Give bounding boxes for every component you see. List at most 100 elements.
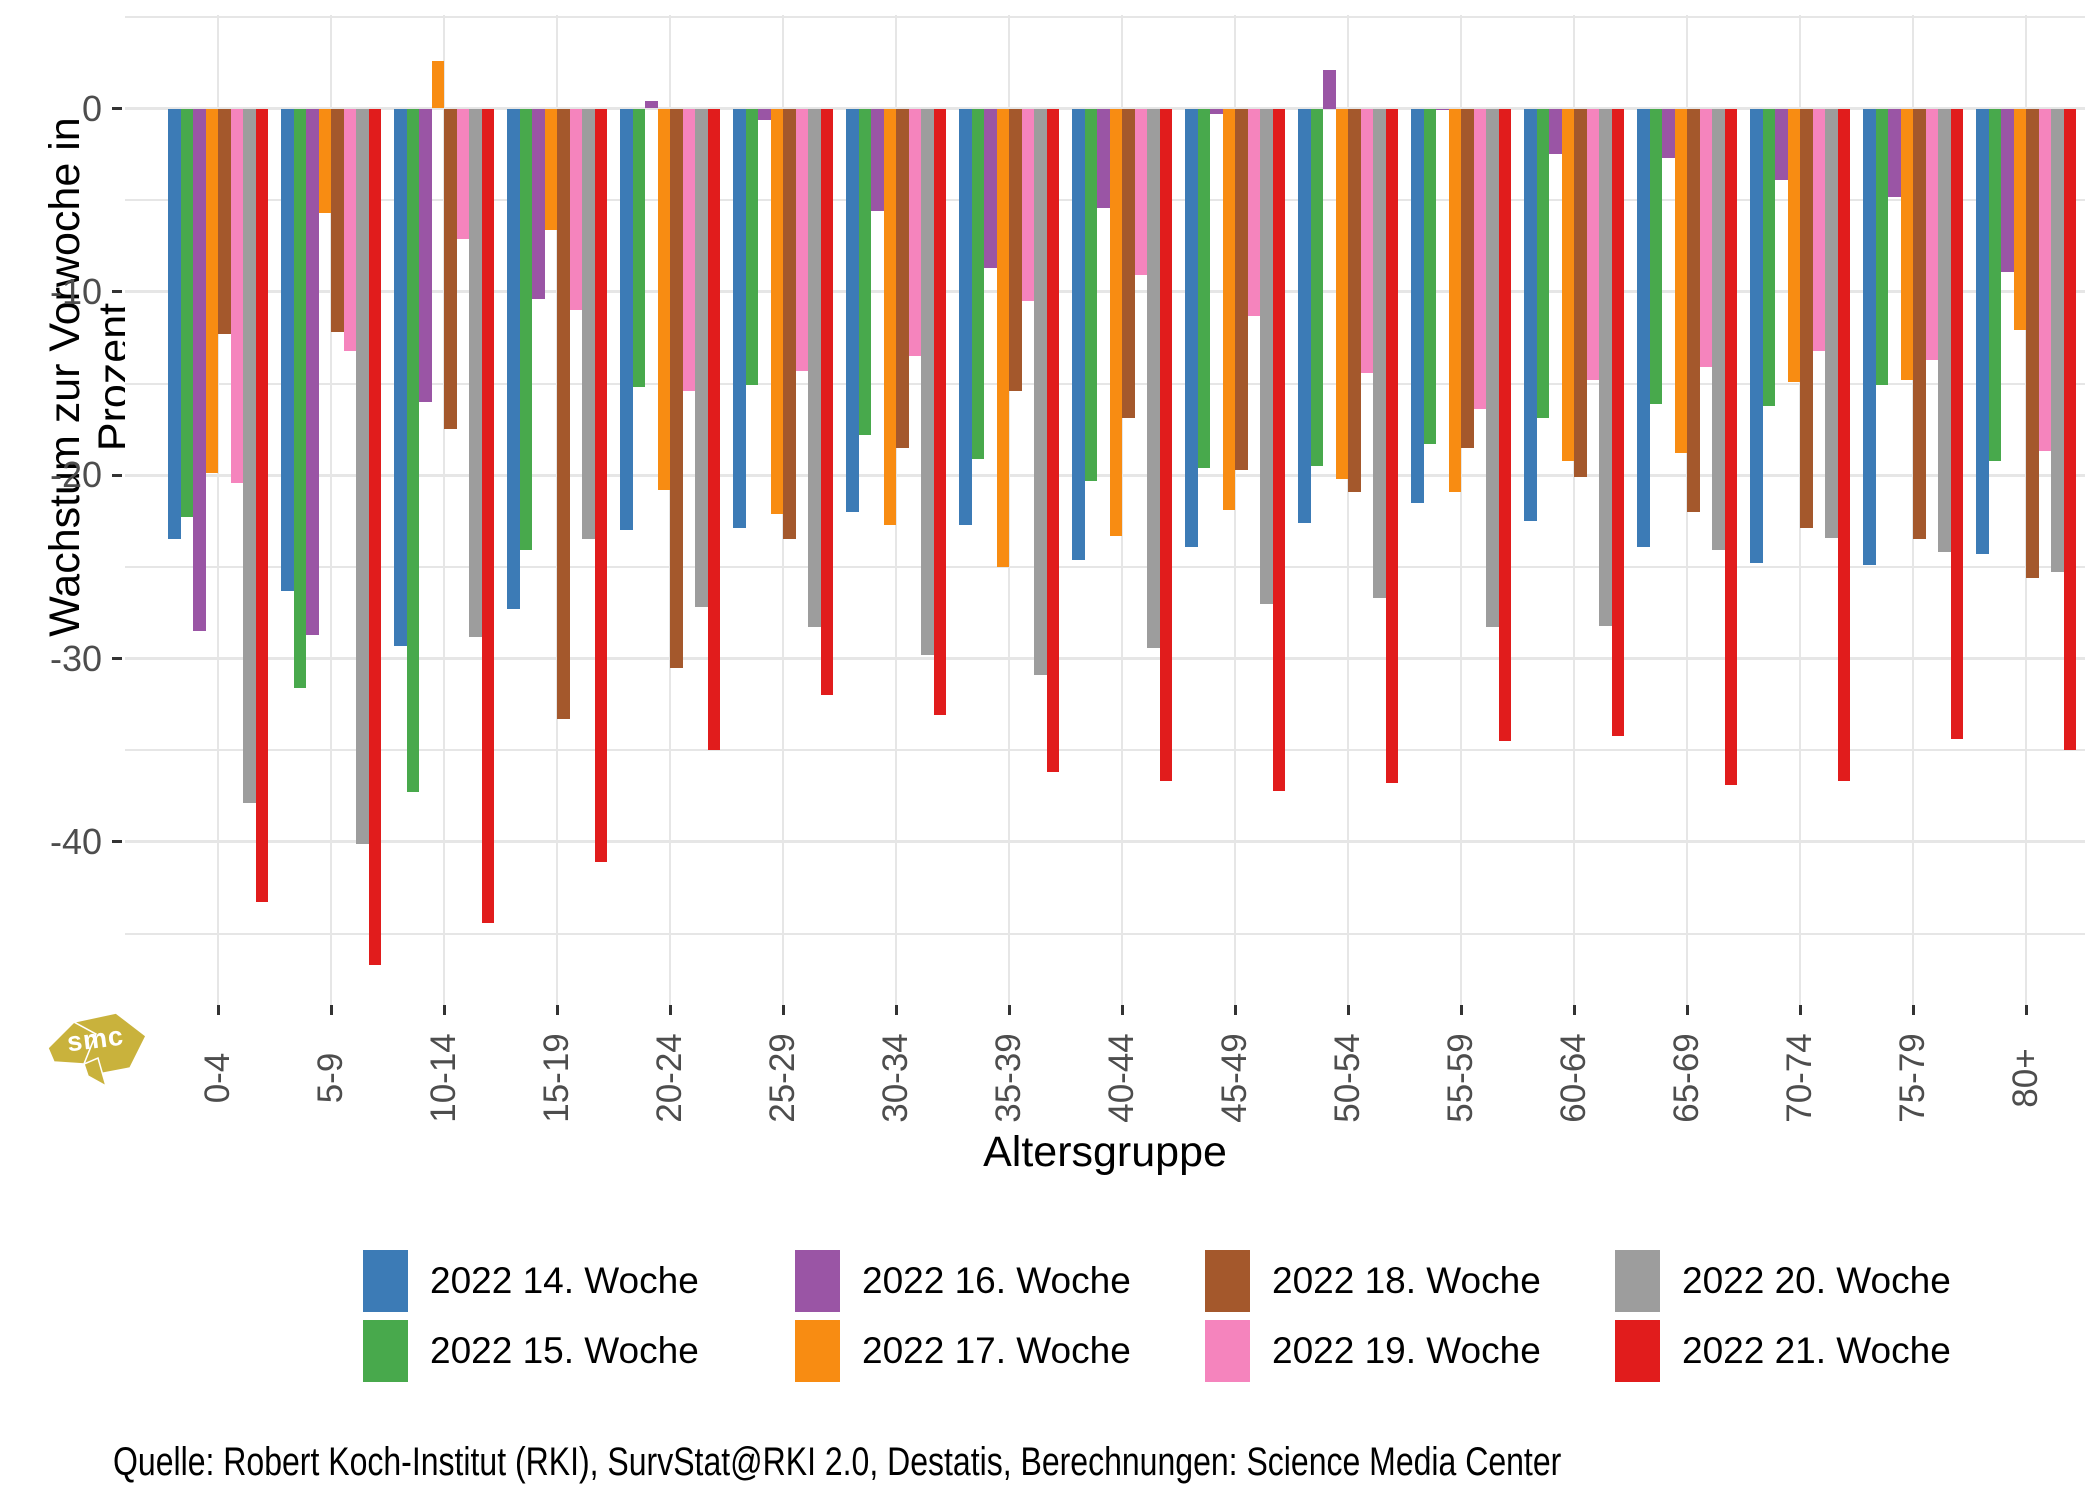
bar-15-19-2022-16.-Woche xyxy=(532,108,545,300)
bar-40-44-2022-18.-Woche xyxy=(1122,108,1135,419)
gridline-h xyxy=(125,565,2085,568)
bar-40-44-2022-14.-Woche xyxy=(1072,108,1085,560)
gridline-v xyxy=(443,15,445,1005)
y-tick-label: -30 xyxy=(49,637,102,679)
bar-40-44-2022-20.-Woche xyxy=(1147,108,1160,648)
bar-55-59-2022-17.-Woche xyxy=(1448,108,1461,492)
gridline-v xyxy=(1573,15,1575,1005)
bar-0-4-2022-19.-Woche xyxy=(230,108,243,483)
legend-swatch xyxy=(1615,1250,1660,1312)
gridline-v xyxy=(1347,15,1349,1005)
bar-50-54-2022-21.-Woche xyxy=(1385,108,1398,784)
bar-65-69-2022-20.-Woche xyxy=(1712,108,1725,551)
bar-70-74-2022-18.-Woche xyxy=(1800,108,1813,529)
y-tick-label: -10 xyxy=(49,270,102,312)
bar-20-24-2022-16.-Woche xyxy=(645,101,658,109)
bar-55-59-2022-21.-Woche xyxy=(1498,108,1511,741)
x-tick-label-25-29: 25-29 xyxy=(763,1033,802,1123)
bar-35-39-2022-14.-Woche xyxy=(959,108,972,525)
bar-0-4-2022-16.-Woche xyxy=(193,108,206,631)
bar-5-9-2022-15.-Woche xyxy=(293,108,306,688)
bar-70-74-2022-20.-Woche xyxy=(1825,108,1838,538)
bar-70-74-2022-17.-Woche xyxy=(1787,108,1800,382)
gridline-v xyxy=(1234,15,1236,1005)
x-tick-label-15-19: 15-19 xyxy=(537,1033,576,1123)
legend-item-2022-18.-Woche: 2022 18. Woche xyxy=(1205,1250,1541,1312)
bar-75-79-2022-17.-Woche xyxy=(1900,108,1913,380)
y-tick-mark xyxy=(112,473,122,477)
bar-60-64-2022-17.-Woche xyxy=(1561,108,1574,461)
bar-60-64-2022-16.-Woche xyxy=(1549,108,1562,155)
bar-75-79-2022-15.-Woche xyxy=(1875,108,1888,386)
legend-item-2022-14.-Woche: 2022 14. Woche xyxy=(363,1250,699,1312)
bar-45-49-2022-15.-Woche xyxy=(1197,108,1210,468)
bar-10-14-2022-17.-Woche xyxy=(431,60,444,109)
x-axis-title: Altersgruppe xyxy=(983,1128,1227,1176)
x-tick-mark xyxy=(894,1005,898,1015)
bar-0-4-2022-17.-Woche xyxy=(205,108,218,474)
y-tick-label: 0 xyxy=(81,87,102,129)
legend-item-2022-20.-Woche: 2022 20. Woche xyxy=(1615,1250,1951,1312)
y-tick-mark xyxy=(112,840,122,844)
bar-35-39-2022-15.-Woche xyxy=(971,108,984,459)
bar-35-39-2022-19.-Woche xyxy=(1021,108,1034,301)
bar-65-69-2022-18.-Woche xyxy=(1687,108,1700,512)
bar-10-14-2022-15.-Woche xyxy=(406,108,419,793)
bar-35-39-2022-17.-Woche xyxy=(996,108,1009,567)
bar-40-44-2022-17.-Woche xyxy=(1109,108,1122,536)
bar-80+-2022-15.-Woche xyxy=(1988,108,2001,461)
x-tick-mark xyxy=(1346,1005,1350,1015)
bar-35-39-2022-18.-Woche xyxy=(1009,108,1022,391)
bar-55-59-2022-18.-Woche xyxy=(1461,108,1474,448)
bar-60-64-2022-19.-Woche xyxy=(1586,108,1599,380)
x-tick-label-55-59: 55-59 xyxy=(1441,1033,1480,1123)
bar-20-24-2022-19.-Woche xyxy=(682,108,695,391)
bar-55-59-2022-19.-Woche xyxy=(1473,108,1486,410)
x-tick-mark xyxy=(1120,1005,1124,1015)
gridline-h xyxy=(125,840,2085,844)
y-tick-mark xyxy=(112,107,122,110)
bar-50-54-2022-14.-Woche xyxy=(1298,108,1311,523)
x-tick-label-60-64: 60-64 xyxy=(1554,1033,1593,1123)
legend-item-2022-17.-Woche: 2022 17. Woche xyxy=(795,1320,1131,1382)
x-tick-mark xyxy=(555,1005,559,1015)
bar-5-9-2022-17.-Woche xyxy=(318,108,331,213)
bar-10-14-2022-18.-Woche xyxy=(444,108,457,430)
x-tick-mark xyxy=(1459,1005,1463,1015)
bar-50-54-2022-16.-Woche xyxy=(1323,70,1336,109)
legend-item-2022-16.-Woche: 2022 16. Woche xyxy=(795,1250,1131,1312)
legend-swatch xyxy=(363,1320,408,1382)
bar-40-44-2022-16.-Woche xyxy=(1097,108,1110,208)
x-tick-mark xyxy=(1007,1005,1011,1015)
bar-30-34-2022-17.-Woche xyxy=(883,108,896,525)
bar-25-29-2022-16.-Woche xyxy=(758,108,771,120)
bar-30-34-2022-16.-Woche xyxy=(871,108,884,212)
gridline-v xyxy=(1460,15,1462,1005)
gridline-v xyxy=(330,15,332,1005)
bar-45-49-2022-21.-Woche xyxy=(1272,108,1285,791)
bar-65-69-2022-17.-Woche xyxy=(1674,108,1687,454)
x-tick-mark xyxy=(1572,1005,1576,1015)
bar-65-69-2022-14.-Woche xyxy=(1637,108,1650,547)
x-tick-mark xyxy=(781,1005,785,1015)
x-tick-label-20-24: 20-24 xyxy=(650,1033,689,1123)
y-tick-mark xyxy=(112,657,122,660)
source-text: Quelle: Robert Koch-Institut (RKI), Surv… xyxy=(113,1440,1562,1484)
legend-label: 2022 16. Woche xyxy=(862,1260,1131,1301)
bar-35-39-2022-20.-Woche xyxy=(1034,108,1047,675)
x-tick-mark xyxy=(1911,1005,1915,1015)
bar-45-49-2022-14.-Woche xyxy=(1185,108,1198,547)
bar-5-9-2022-16.-Woche xyxy=(306,108,319,635)
y-tick-label: -40 xyxy=(49,820,102,862)
bar-45-49-2022-16.-Woche xyxy=(1210,108,1223,114)
bar-75-79-2022-16.-Woche xyxy=(1888,108,1901,197)
bar-45-49-2022-20.-Woche xyxy=(1260,108,1273,604)
bar-60-64-2022-18.-Woche xyxy=(1574,108,1587,477)
bar-20-24-2022-21.-Woche xyxy=(707,108,720,751)
bar-50-54-2022-17.-Woche xyxy=(1335,108,1348,479)
legend-swatch xyxy=(1205,1320,1250,1382)
bar-20-24-2022-18.-Woche xyxy=(670,108,683,668)
x-tick-mark xyxy=(668,1005,672,1015)
bar-30-34-2022-18.-Woche xyxy=(896,108,909,448)
